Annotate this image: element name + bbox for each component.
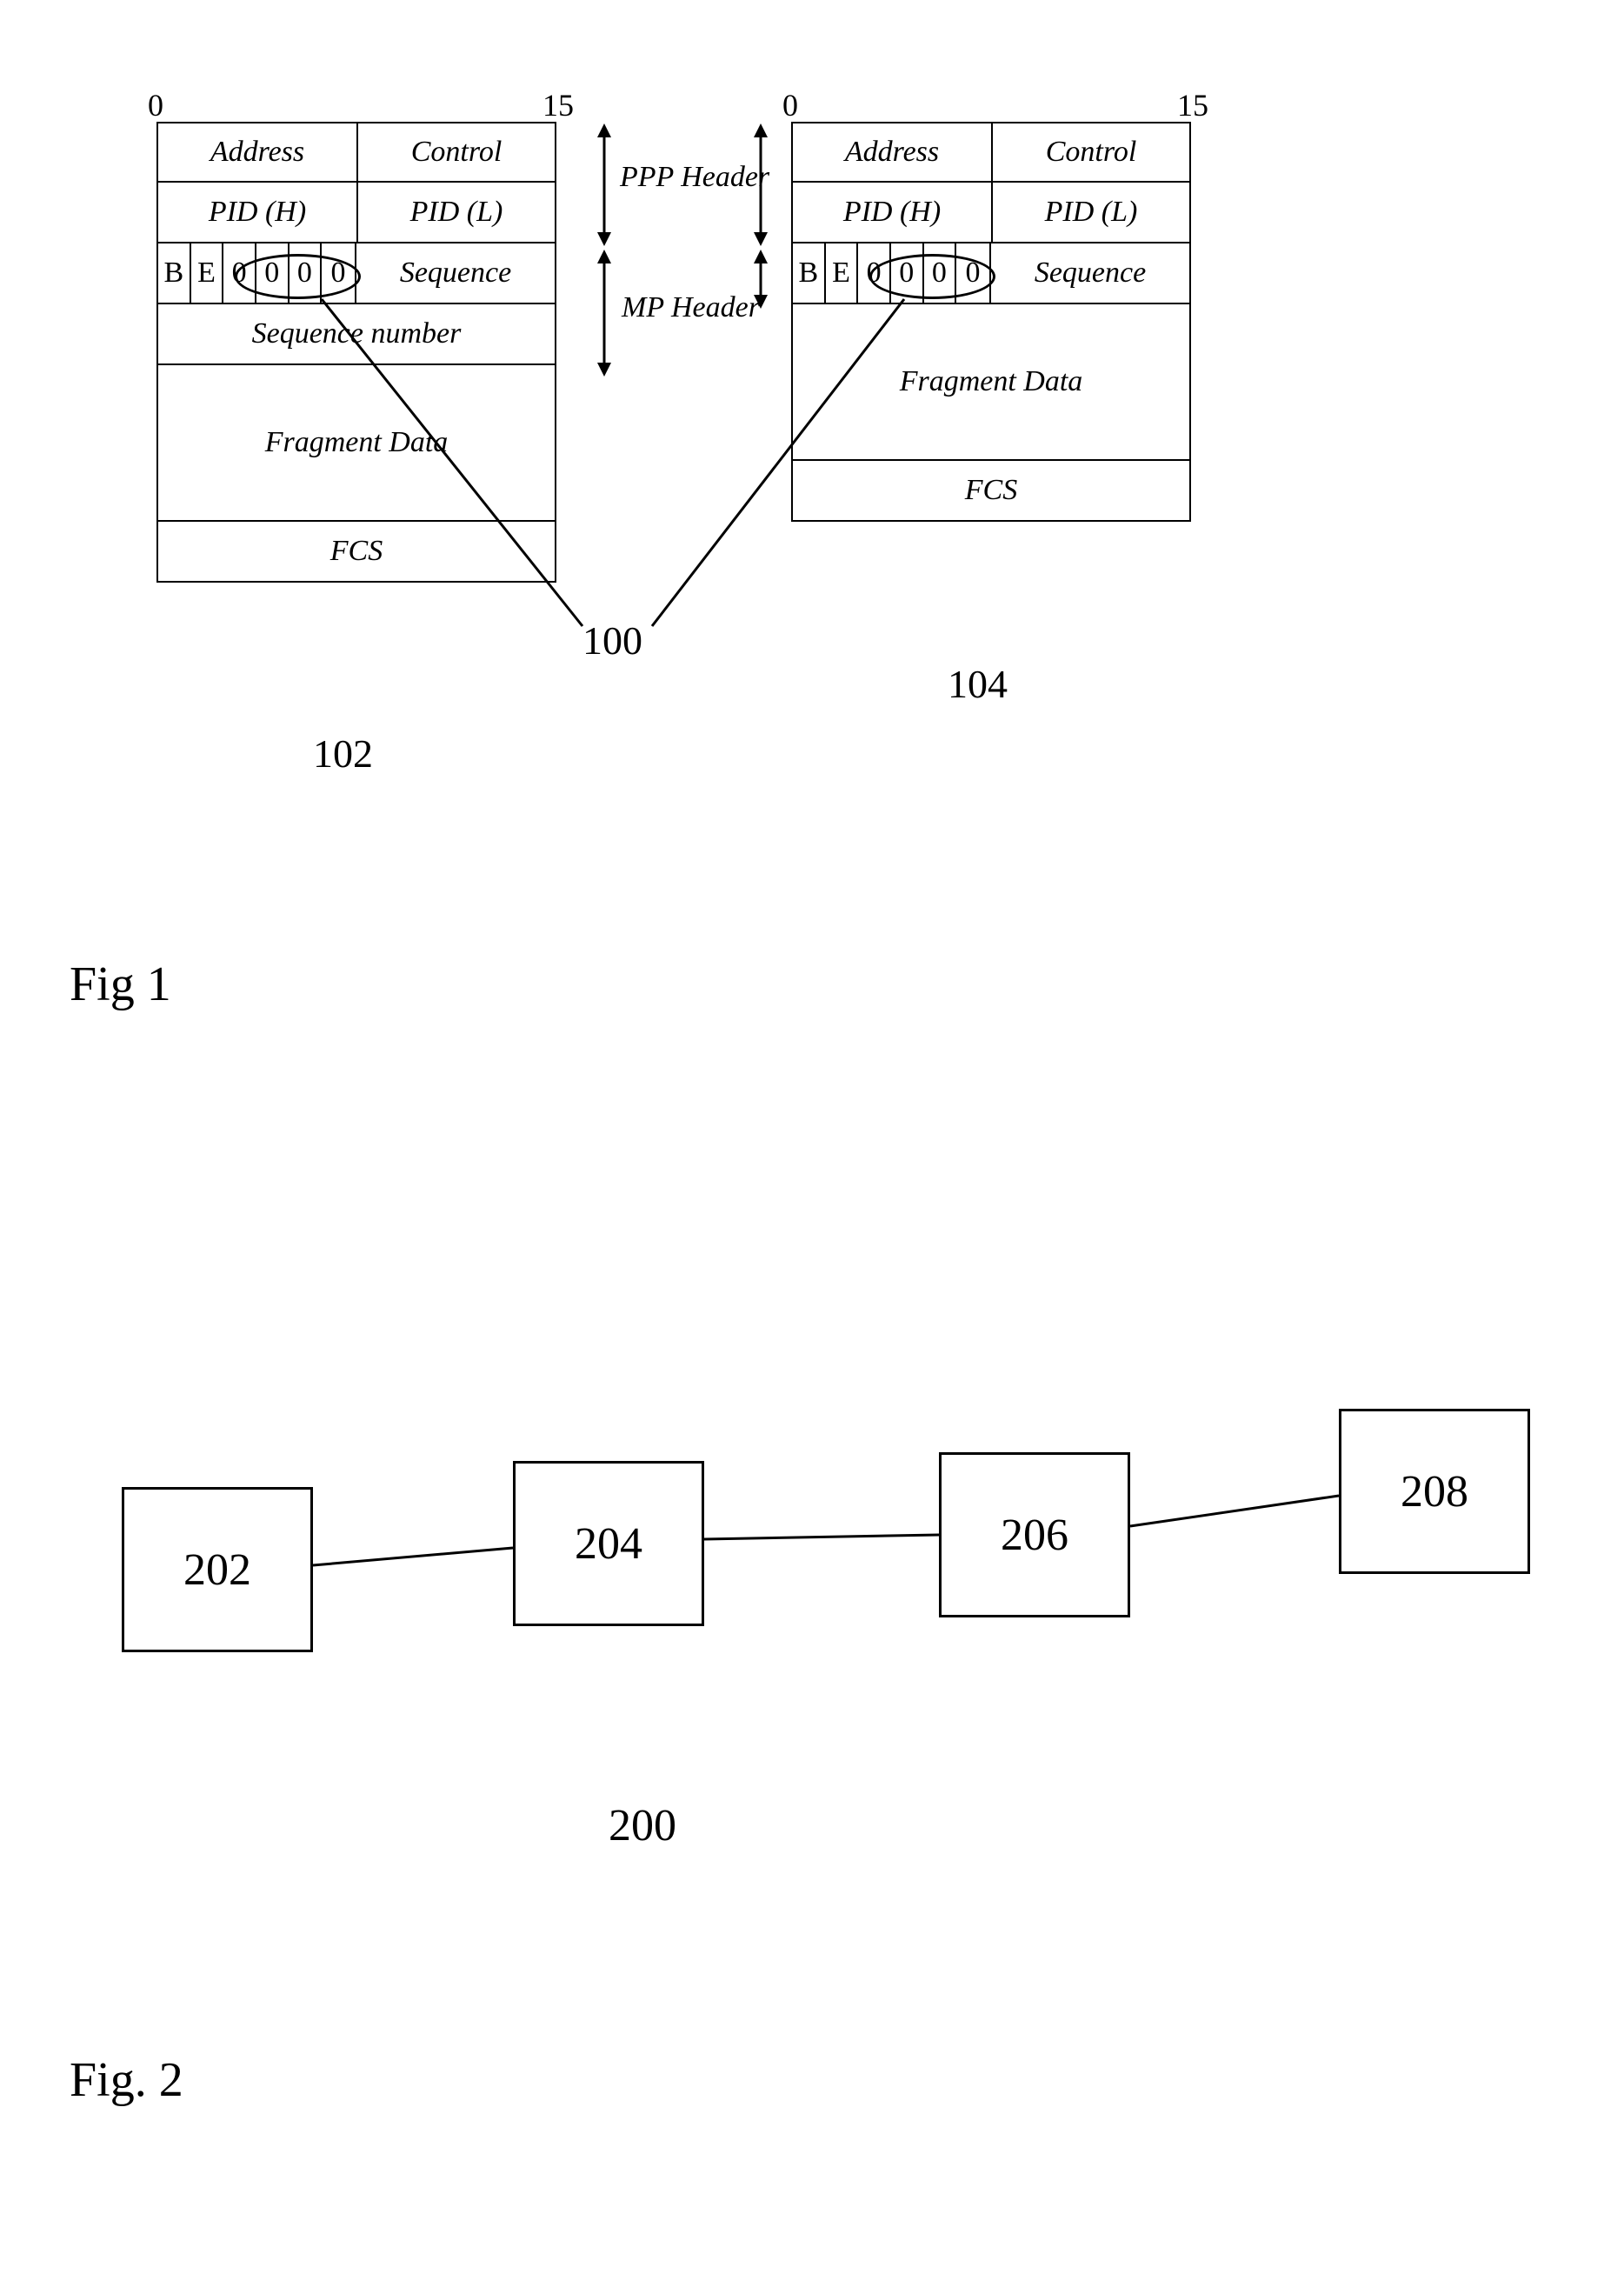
row-addr-ctrl: Address Control bbox=[156, 122, 556, 183]
row-pid-104: PID (H) PID (L) bbox=[791, 183, 1191, 243]
figure-2: 202 204 206 208 200 bbox=[122, 1383, 1530, 1991]
bit-0-label: 0 bbox=[148, 87, 163, 123]
row-seqnum: Sequence number bbox=[156, 304, 556, 365]
callout-ellipse-102 bbox=[235, 254, 361, 299]
box-208-label: 208 bbox=[1401, 1466, 1468, 1517]
row-fragdata: Fragment Data bbox=[156, 365, 556, 522]
cell-address: Address bbox=[158, 123, 356, 181]
bit-E: E bbox=[191, 243, 224, 303]
box-208: 208 bbox=[1339, 1409, 1530, 1574]
fig2-200-label: 200 bbox=[609, 1800, 676, 1851]
callout-100-label: 100 bbox=[582, 617, 642, 664]
bit-0-label-104: 0 bbox=[782, 87, 798, 123]
packet-104: 0 15 Address Control PID (H) PID (L) B E… bbox=[791, 87, 1191, 522]
box-204-label: 204 bbox=[575, 1518, 642, 1570]
cell-fcs: FCS bbox=[158, 522, 555, 581]
cell-control: Control bbox=[356, 123, 555, 181]
cell-pidh: PID (H) bbox=[158, 183, 356, 242]
packet-104-label: 104 bbox=[948, 661, 1008, 707]
cell-sequence-number: Sequence number bbox=[158, 304, 555, 363]
row-fcs: FCS bbox=[156, 522, 556, 583]
mp-header-label: MP Header bbox=[622, 291, 760, 324]
row-fragdata-104: Fragment Data bbox=[791, 304, 1191, 461]
fig1-label: Fig 1 bbox=[70, 957, 171, 1012]
packet-104-rows: Address Control PID (H) PID (L) B E 0 0 … bbox=[791, 122, 1191, 522]
bit-B: B bbox=[158, 243, 191, 303]
box-204: 204 bbox=[513, 1461, 704, 1626]
box-202-label: 202 bbox=[183, 1544, 251, 1596]
packet-102-label: 102 bbox=[313, 730, 373, 777]
link-lines-icon bbox=[122, 1383, 1530, 1731]
cell-sequence-hi: Sequence bbox=[356, 243, 555, 303]
row-fcs-104: FCS bbox=[791, 461, 1191, 522]
cell-pidl-104: PID (L) bbox=[991, 183, 1189, 242]
cell-fragment-data-104: Fragment Data bbox=[793, 304, 1189, 459]
packet-102: 0 15 Address Control PID (H) PID (L) B E… bbox=[156, 87, 556, 583]
bitscale-104: 0 15 bbox=[791, 87, 1191, 122]
box-206-label: 206 bbox=[1001, 1510, 1068, 1561]
row-pid: PID (H) PID (L) bbox=[156, 183, 556, 243]
row-addr-ctrl-104: Address Control bbox=[791, 122, 1191, 183]
cell-pidh-104: PID (H) bbox=[793, 183, 991, 242]
box-206: 206 bbox=[939, 1452, 1130, 1617]
cell-sequence-104: Sequence bbox=[991, 243, 1189, 303]
cell-control-104: Control bbox=[991, 123, 1189, 181]
fig2-label: Fig. 2 bbox=[70, 2052, 183, 2108]
box-202: 202 bbox=[122, 1487, 313, 1652]
figure-1: 0 15 Address Control PID (H) PID (L) B E… bbox=[122, 87, 1339, 1130]
cell-fragment-data: Fragment Data bbox=[158, 365, 555, 520]
page: 0 15 Address Control PID (H) PID (L) B E… bbox=[35, 35, 1589, 2239]
bit-15-label: 15 bbox=[542, 87, 574, 123]
bit-E-104: E bbox=[826, 243, 859, 303]
cell-pidl: PID (L) bbox=[356, 183, 555, 242]
callout-ellipse-104 bbox=[869, 254, 995, 299]
cell-fcs-104: FCS bbox=[793, 461, 1189, 520]
bit-B-104: B bbox=[793, 243, 826, 303]
packet-102-rows: Address Control PID (H) PID (L) B E 0 0 … bbox=[156, 122, 556, 583]
bit-15-label-104: 15 bbox=[1177, 87, 1208, 123]
bitscale-102: 0 15 bbox=[156, 87, 556, 122]
ppp-header-label: PPP Header bbox=[620, 161, 769, 194]
cell-address-104: Address bbox=[793, 123, 991, 181]
